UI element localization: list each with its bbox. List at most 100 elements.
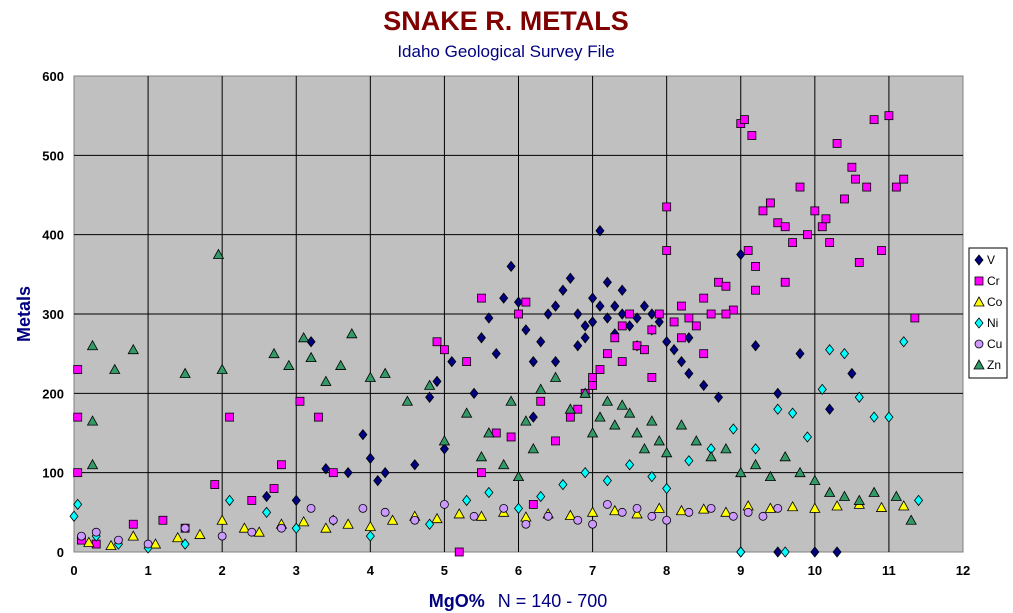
point-zn xyxy=(616,399,628,410)
point-ni xyxy=(751,443,761,455)
point-cu xyxy=(603,499,612,509)
point-v xyxy=(380,467,390,479)
point-co xyxy=(320,522,332,533)
point-cr xyxy=(73,468,83,478)
point-cu xyxy=(277,523,286,533)
legend-item-cu: Cu xyxy=(974,337,1002,351)
point-v xyxy=(625,320,635,332)
point-cr xyxy=(328,468,338,478)
point-ni xyxy=(262,506,272,518)
point-co xyxy=(253,526,265,537)
point-zn xyxy=(564,403,577,414)
point-cr xyxy=(817,222,827,232)
legend-label-zn: Zn xyxy=(987,358,1001,372)
point-cr xyxy=(432,337,442,347)
point-v xyxy=(602,276,612,288)
point-cr xyxy=(573,404,583,414)
point-cr xyxy=(617,357,627,367)
legend-marker-co xyxy=(973,296,985,307)
point-co xyxy=(698,503,710,514)
point-ni xyxy=(365,530,375,542)
point-cr xyxy=(862,182,872,192)
legend-item-ni: Ni xyxy=(974,316,998,330)
y-tick-label: 0 xyxy=(57,545,64,560)
point-cu xyxy=(217,531,227,541)
point-ni xyxy=(425,518,435,530)
y-tick-labels: 0 100 200 300 400 500 600 xyxy=(42,69,64,560)
point-cr xyxy=(714,277,723,287)
point-cr xyxy=(810,206,820,216)
point-co xyxy=(564,509,577,520)
point-v xyxy=(484,312,494,324)
point-zn xyxy=(216,363,228,374)
point-v xyxy=(558,284,568,296)
point-zn xyxy=(638,443,651,454)
point-ni xyxy=(869,411,879,423)
point-ni xyxy=(899,336,909,348)
data-points xyxy=(69,111,924,558)
y-tick-label: 600 xyxy=(42,69,64,84)
point-ni xyxy=(780,546,790,558)
point-cu xyxy=(588,519,597,529)
point-co xyxy=(586,506,599,517)
point-v xyxy=(506,260,516,273)
point-ni xyxy=(225,494,235,507)
x-tick-label: 10 xyxy=(808,563,822,578)
point-v xyxy=(439,443,449,455)
point-cr xyxy=(128,519,138,529)
point-v xyxy=(551,300,561,312)
point-v xyxy=(513,296,524,308)
point-cr xyxy=(780,222,790,232)
point-cr xyxy=(747,131,757,140)
legend: V Cr Co Ni Cu Zn xyxy=(968,247,1008,379)
point-zn xyxy=(631,427,643,438)
point-cu xyxy=(410,515,420,525)
point-zn xyxy=(401,395,414,406)
point-ni xyxy=(647,470,657,483)
x-tick-label: 2 xyxy=(219,563,226,578)
point-v xyxy=(602,312,612,324)
point-v xyxy=(810,546,820,558)
y-tick-label: 300 xyxy=(42,307,64,322)
point-ni xyxy=(914,494,924,507)
point-zn xyxy=(646,415,658,426)
x-axis-note: N = 140 - 700 xyxy=(498,591,608,611)
point-cu xyxy=(662,515,672,525)
point-co xyxy=(297,516,310,527)
point-v xyxy=(580,332,590,344)
point-cr xyxy=(551,436,560,446)
point-v xyxy=(491,348,501,360)
point-v xyxy=(639,300,649,312)
point-ni xyxy=(69,510,79,522)
point-zn xyxy=(498,458,510,470)
point-cr xyxy=(491,428,501,438)
point-cr xyxy=(795,182,805,192)
point-co xyxy=(720,506,732,517)
point-cu xyxy=(247,527,257,537)
point-cu xyxy=(306,503,316,513)
point-cr xyxy=(684,313,694,323)
point-v xyxy=(432,375,442,388)
point-zn xyxy=(868,486,880,497)
point-cr xyxy=(821,214,831,224)
point-cr xyxy=(662,202,672,212)
point-co xyxy=(216,514,228,525)
point-cr xyxy=(728,305,738,315)
point-ni xyxy=(602,474,612,487)
point-cr xyxy=(751,261,760,271)
point-co xyxy=(631,508,643,519)
point-cu xyxy=(543,511,553,521)
point-co xyxy=(675,504,688,516)
point-cr xyxy=(269,484,279,493)
y-tick-label: 100 xyxy=(42,466,64,481)
point-cu xyxy=(647,511,657,521)
point-cu xyxy=(617,507,627,517)
chart-subtitle: Idaho Geological Survey File xyxy=(397,42,614,61)
point-cr xyxy=(788,238,798,248)
legend-label-co: Co xyxy=(987,295,1003,309)
point-co xyxy=(431,512,443,524)
point-zn xyxy=(535,383,547,394)
point-ni xyxy=(625,459,635,471)
legend-marker-ni xyxy=(974,317,984,329)
point-zn xyxy=(601,395,614,406)
